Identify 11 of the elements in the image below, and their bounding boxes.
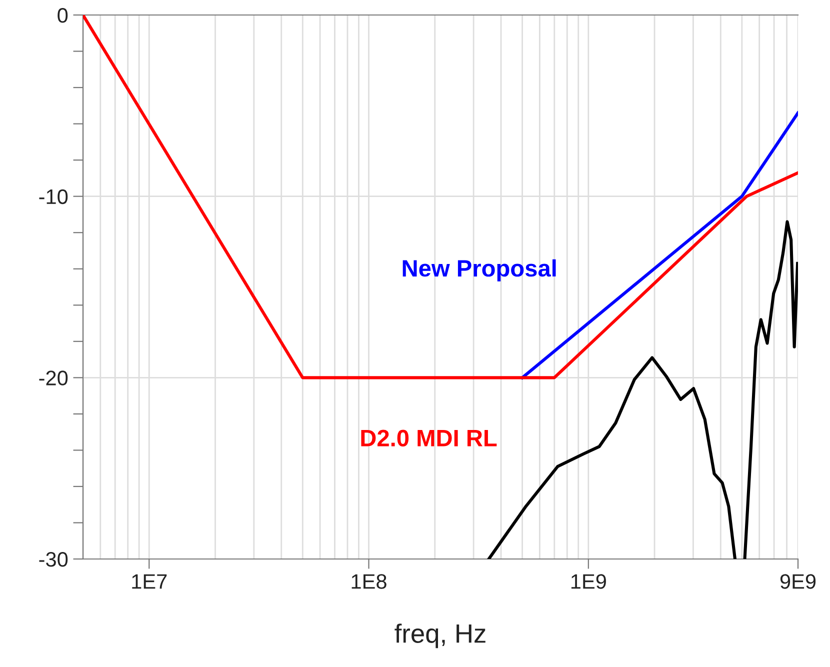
text: New Proposal bbox=[402, 259, 556, 282]
x-tick-label: 9E9 bbox=[780, 574, 816, 589]
x-tick-label: 1E9 bbox=[571, 574, 606, 589]
y-tick-label: 0 bbox=[58, 8, 68, 23]
text: D2.0 MDI RL bbox=[361, 430, 497, 447]
x-tick-label: 1E7 bbox=[132, 574, 167, 589]
y-tick-label: -20 bbox=[39, 370, 68, 386]
y-tick-label: -10 bbox=[39, 189, 68, 204]
x-axis-title: freq, Hz bbox=[394, 624, 486, 648]
y-tick-label: -30 bbox=[39, 552, 68, 567]
x-tick-label: 1E8 bbox=[352, 574, 386, 589]
